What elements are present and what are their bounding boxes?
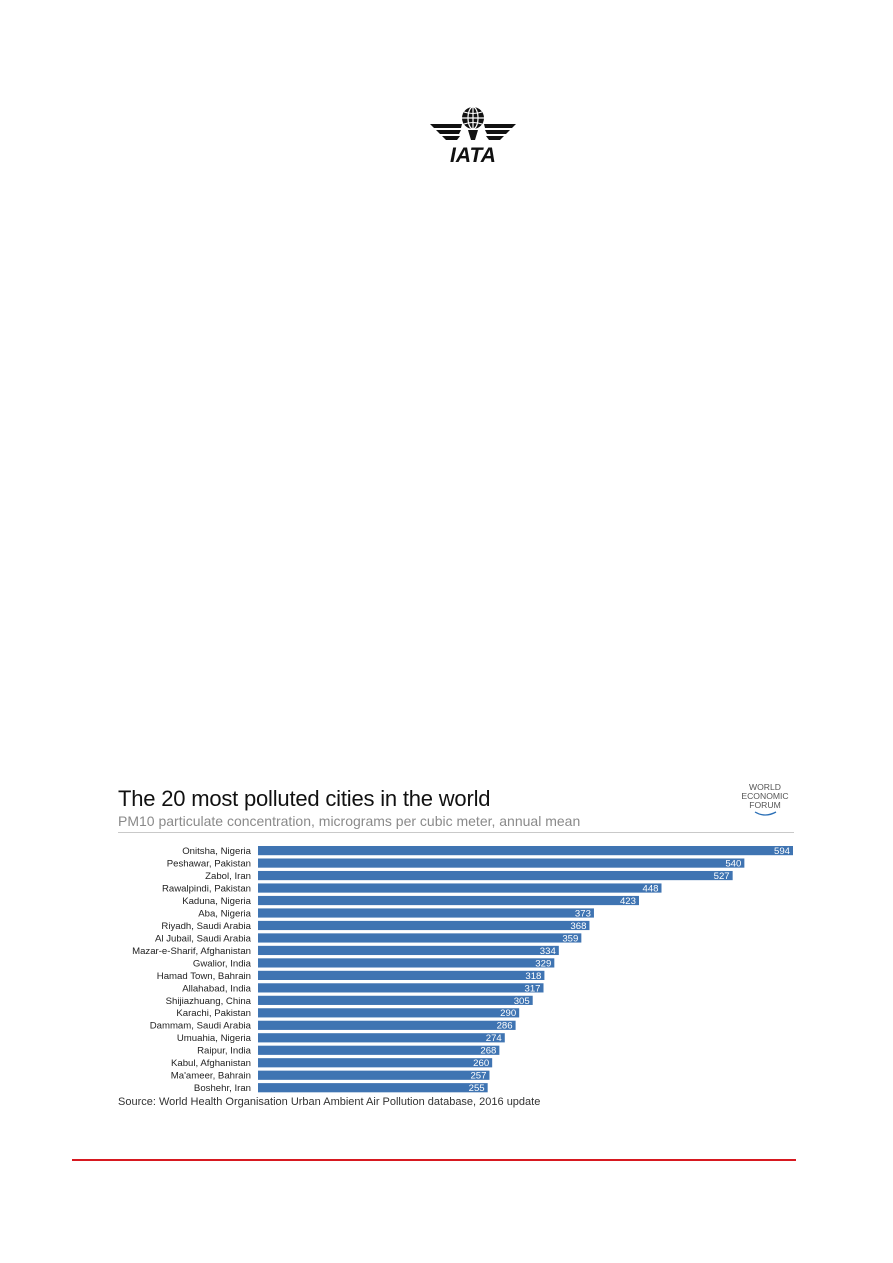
category-label: Kaduna, Nigeria [182, 896, 251, 907]
value-label: 540 [725, 858, 741, 869]
category-label: Rawalpindi, Pakistan [162, 883, 251, 894]
bar-chart: Onitsha, Nigeria 594 Peshawar, Pakistan 540… [132, 846, 793, 1094]
value-label: 257 [470, 1071, 486, 1082]
bar [258, 1070, 490, 1080]
category-label: Allahabad, India [182, 983, 251, 994]
footer-rule [72, 1159, 796, 1161]
value-label: 290 [500, 1008, 516, 1019]
category-label: Peshawar, Pakistan [167, 858, 251, 869]
category-label: Gwalior, India [193, 958, 252, 969]
category-label: Mazar-e-Sharif, Afghanistan [132, 946, 251, 957]
wef-logo: WORLD ECONOMIC FORUM [741, 782, 789, 816]
value-label: 268 [480, 1046, 496, 1057]
bar [258, 983, 544, 993]
value-label: 334 [540, 946, 557, 957]
category-label: Zabol, Iran [205, 871, 251, 882]
value-label: 286 [497, 1021, 513, 1032]
bar [258, 1008, 520, 1018]
bar [258, 1033, 505, 1043]
category-label: Dammam, Saudi Arabia [150, 1021, 252, 1032]
wef-logo-line2: ECONOMIC [741, 791, 788, 801]
bar [258, 995, 533, 1005]
value-label: 305 [514, 996, 530, 1007]
value-label: 260 [473, 1058, 489, 1069]
category-label: Onitsha, Nigeria [182, 846, 251, 857]
bar [258, 908, 594, 918]
bar [258, 945, 559, 956]
category-label: Al Jubail, Saudi Arabia [155, 933, 252, 944]
bar [258, 846, 793, 856]
value-label: 368 [570, 921, 586, 932]
category-label: Hamad Town, Bahrain [157, 971, 251, 982]
value-label: 448 [642, 883, 658, 894]
iata-logo-text: IATA [450, 144, 496, 166]
category-label: Ma'ameer, Bahrain [171, 1071, 251, 1082]
source-note: Source: World Health Organisation Urban … [118, 1096, 541, 1108]
bar [258, 1058, 493, 1068]
chart-title: The 20 most polluted cities in the world [118, 786, 491, 811]
value-label: 527 [714, 871, 730, 882]
wef-logo-line3: FORUM [749, 800, 781, 810]
value-label: 318 [525, 971, 541, 982]
category-label: Karachi, Pakistan [176, 1008, 251, 1019]
category-label: Riyadh, Saudi Arabia [161, 921, 251, 932]
iata-logo: IATA [430, 106, 516, 166]
title-divider [118, 832, 794, 833]
value-label: 274 [486, 1033, 503, 1044]
category-label: Umuahia, Nigeria [177, 1033, 252, 1044]
value-label: 359 [562, 933, 578, 944]
value-label: 317 [524, 983, 540, 994]
value-label: 594 [774, 846, 791, 857]
bar [258, 1045, 500, 1055]
chart-subtitle: PM10 particulate concentration, microgra… [118, 813, 581, 829]
value-label: 373 [575, 908, 591, 919]
category-label: Aba, Nigeria [198, 908, 251, 919]
category-label: Boshehr, Iran [194, 1083, 251, 1094]
bar [258, 1020, 516, 1030]
bar [258, 958, 555, 968]
category-label: Raipur, India [197, 1046, 252, 1057]
bar [258, 895, 639, 906]
bar [258, 870, 733, 881]
bar [258, 933, 582, 943]
bar [258, 883, 662, 893]
value-label: 255 [469, 1083, 485, 1094]
wef-logo-line1: WORLD [749, 782, 781, 792]
bar [258, 970, 545, 980]
bar [258, 920, 590, 931]
bar [258, 858, 745, 868]
bar [258, 1083, 488, 1093]
category-label: Kabul, Afghanistan [171, 1058, 251, 1069]
value-label: 423 [620, 896, 636, 907]
category-label: Shijiazhuang, China [166, 996, 252, 1007]
value-label: 329 [535, 958, 551, 969]
